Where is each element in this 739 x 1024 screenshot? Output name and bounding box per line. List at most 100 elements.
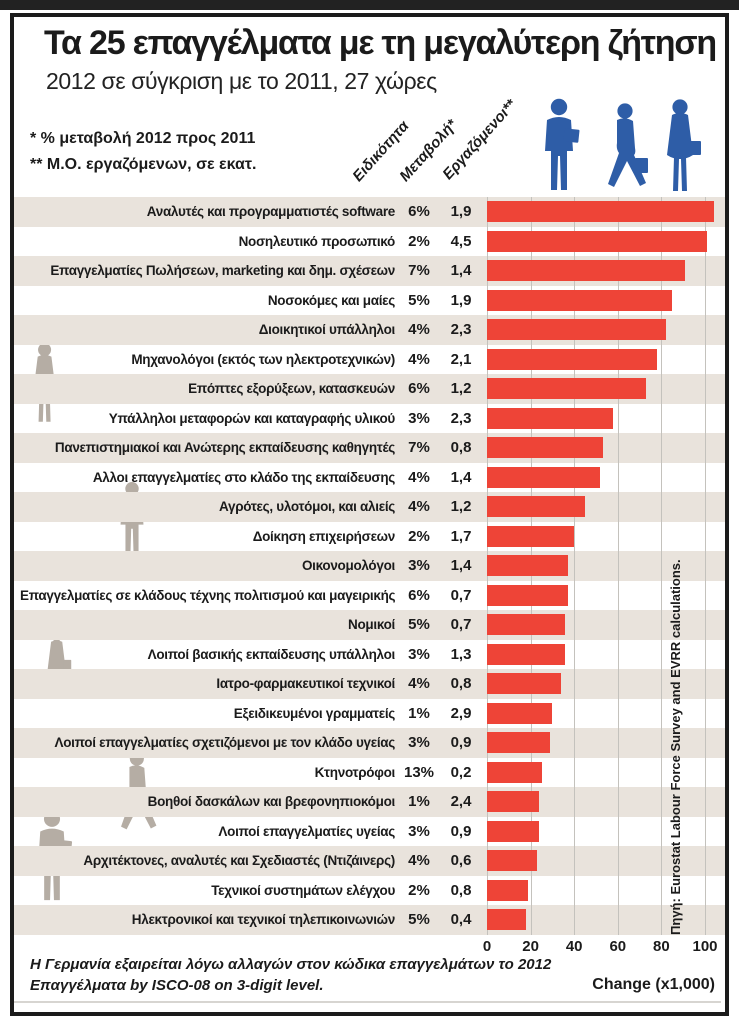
workers-value: 0,6: [450, 852, 472, 869]
table-row: Λοιποί βασικής εκπαίδευσης υπάλληλοι 3% 1,…: [14, 640, 725, 670]
gridline: [574, 197, 576, 935]
divider: [14, 1001, 721, 1003]
profession-label: Επαγγελματίες σε κλάδους τέχνης πολιτισμ…: [20, 587, 396, 603]
bar: [487, 466, 601, 488]
change-value: 7%: [408, 262, 430, 279]
workers-value: 1,3: [450, 645, 472, 663]
workers-value: 2,9: [450, 704, 472, 722]
workers-value: 0,7: [450, 616, 472, 633]
bar: [487, 555, 568, 577]
footnote-change: * % μεταβολή 2012 προς 2011: [30, 130, 256, 147]
change-value: 1%: [408, 793, 430, 810]
bar: [487, 909, 527, 931]
workers-value: 1,4: [450, 557, 472, 574]
change-value: 6%: [408, 380, 430, 397]
change-value: 3%: [408, 645, 430, 663]
change-value: 2%: [408, 527, 430, 545]
change-value: 4%: [408, 498, 430, 515]
bar: [487, 260, 686, 282]
axis-tick-label: 0: [482, 938, 492, 955]
change-value: 3%: [408, 734, 430, 751]
bar: [487, 761, 542, 783]
bar: [487, 348, 658, 370]
profession-label: Νομικοί: [348, 617, 395, 632]
axis-tick-label: 20: [522, 938, 539, 955]
workers-value: 1,7: [450, 527, 472, 545]
profession-label: Αρχιτέκτονες, αναλυτές και Σχεδιαστές (Ν…: [83, 853, 395, 868]
workers-value: 1,9: [450, 203, 472, 220]
table-row: Λοιποί επαγγελματίες σχετιζόμενοι με τον…: [14, 728, 725, 758]
table-row: Οικονομολόγοι 3% 1,4: [14, 551, 725, 581]
table-row: Επαγγελματίες σε κλάδους τέχνης πολιτισμ…: [14, 581, 725, 611]
table-row: Κτηνοτρόφοι 13% 0,2: [14, 758, 725, 788]
bars: [487, 197, 727, 935]
bar: [487, 319, 666, 341]
bar: [487, 437, 603, 459]
change-value: 3%: [408, 409, 430, 427]
gridline: [661, 197, 663, 935]
bar: [487, 230, 708, 252]
profession-label: Λοιποί επαγγελματίες σχετιζόμενοι με τον…: [54, 735, 395, 750]
bar: [487, 820, 540, 842]
bar: [487, 673, 562, 695]
profession-label: Εξειδικευμένοι γραμματείς: [233, 705, 396, 721]
workers-value: 2,1: [450, 350, 472, 368]
workers-value: 2,3: [450, 409, 472, 427]
workers-value: 2,4: [450, 793, 472, 810]
footnote-workers: ** Μ.Ο. εργαζόμενων, σε εκατ.: [30, 156, 257, 173]
table-row: Αλλοι επαγγελματίες στο κλάδο της εκπαίδ…: [14, 463, 725, 493]
profession-label: Δοίκηση επιχειρήσεων: [252, 528, 396, 544]
profession-label: Πανεπιστημιακοί και Ανώτερης εκπαίδευσης…: [54, 440, 395, 455]
change-value: 4%: [408, 852, 430, 869]
workers-value: 1,4: [450, 468, 472, 486]
woman-standing-icon: [656, 99, 705, 195]
profession-label: Λοιποί βασικής εκπαίδευσης υπάλληλοι: [147, 646, 396, 662]
table-row: Νοσοκόμες και μαίες 5% 1,9: [14, 286, 725, 316]
bar: [487, 702, 553, 724]
change-value: 4%: [408, 321, 430, 338]
workers-value: 0,7: [450, 586, 472, 604]
gridline: [705, 197, 706, 935]
table-row: Λοιποί επαγγελματίες υγείας 3% 0,9: [14, 817, 725, 847]
axis-tick-label: 40: [565, 938, 583, 955]
workers-value: 2,3: [450, 321, 472, 338]
workers-value: 1,2: [450, 498, 472, 515]
table-row: Αρχιτέκτονες, αναλυτές και Σχεδιαστές (Ν…: [14, 846, 725, 876]
woman-walking-icon: [594, 103, 652, 195]
change-value: 5%: [408, 291, 430, 309]
bar: [487, 614, 566, 636]
profession-label: Λοιποί επαγγελματίες υγείας: [218, 823, 395, 839]
workers-value: 1,2: [450, 380, 472, 397]
bar: [487, 496, 586, 518]
workers-value: 0,8: [450, 881, 472, 899]
change-value: 3%: [408, 822, 430, 840]
axis-tick-label: 80: [653, 938, 670, 955]
table-row: Ιατρο-φαρμακευτικοί τεχνικοί 4% 0,8: [14, 669, 725, 699]
man-with-document-icon: [537, 98, 581, 195]
table-row: Νομικοί 5% 0,7: [14, 610, 725, 640]
table-row: Υπάλληλοι μεταφορών και καταγραφής υλικο…: [14, 404, 725, 434]
bar: [487, 407, 614, 429]
change-value: 2%: [408, 881, 430, 899]
bar: [487, 850, 538, 872]
change-value: 13%: [403, 763, 435, 781]
profession-label: Μηχανολόγοι (εκτός των ηλεκτροτεχνικών): [131, 351, 395, 367]
gridline: [617, 197, 619, 935]
workers-value: 1,9: [450, 291, 472, 309]
change-value: 5%: [408, 911, 430, 928]
change-value: 1%: [408, 704, 430, 722]
workers-value: 0,8: [450, 439, 472, 456]
axis-caption: Change (x1,000): [592, 976, 715, 993]
table-row: Αγρότες, υλοτόμοι, και αλιείς 4% 1,2: [14, 492, 725, 522]
profession-label: Κτηνοτρόφοι: [314, 764, 396, 780]
footer-note-line2: Επαγγέλματα by ISCO-08 on 3-digit level.: [30, 977, 324, 994]
page-title: Τα 25 επαγγέλματα με τη μεγαλύτερη ζήτησ…: [44, 24, 717, 62]
frame-border: [10, 13, 729, 1016]
workers-value: 1,4: [450, 262, 472, 279]
profession-label: Τεχνικοί συστημάτων ελέγχου: [211, 882, 395, 898]
axis-ticks: 0 20 40 60 80 100: [14, 938, 725, 956]
profession-label: Νοσηλευτικό προσωπικό: [238, 233, 396, 249]
table-row: Νοσηλευτικό προσωπικό 2% 4,5: [14, 227, 725, 257]
table-row: Δοίκηση επιχειρήσεων 2% 1,7: [14, 522, 725, 552]
